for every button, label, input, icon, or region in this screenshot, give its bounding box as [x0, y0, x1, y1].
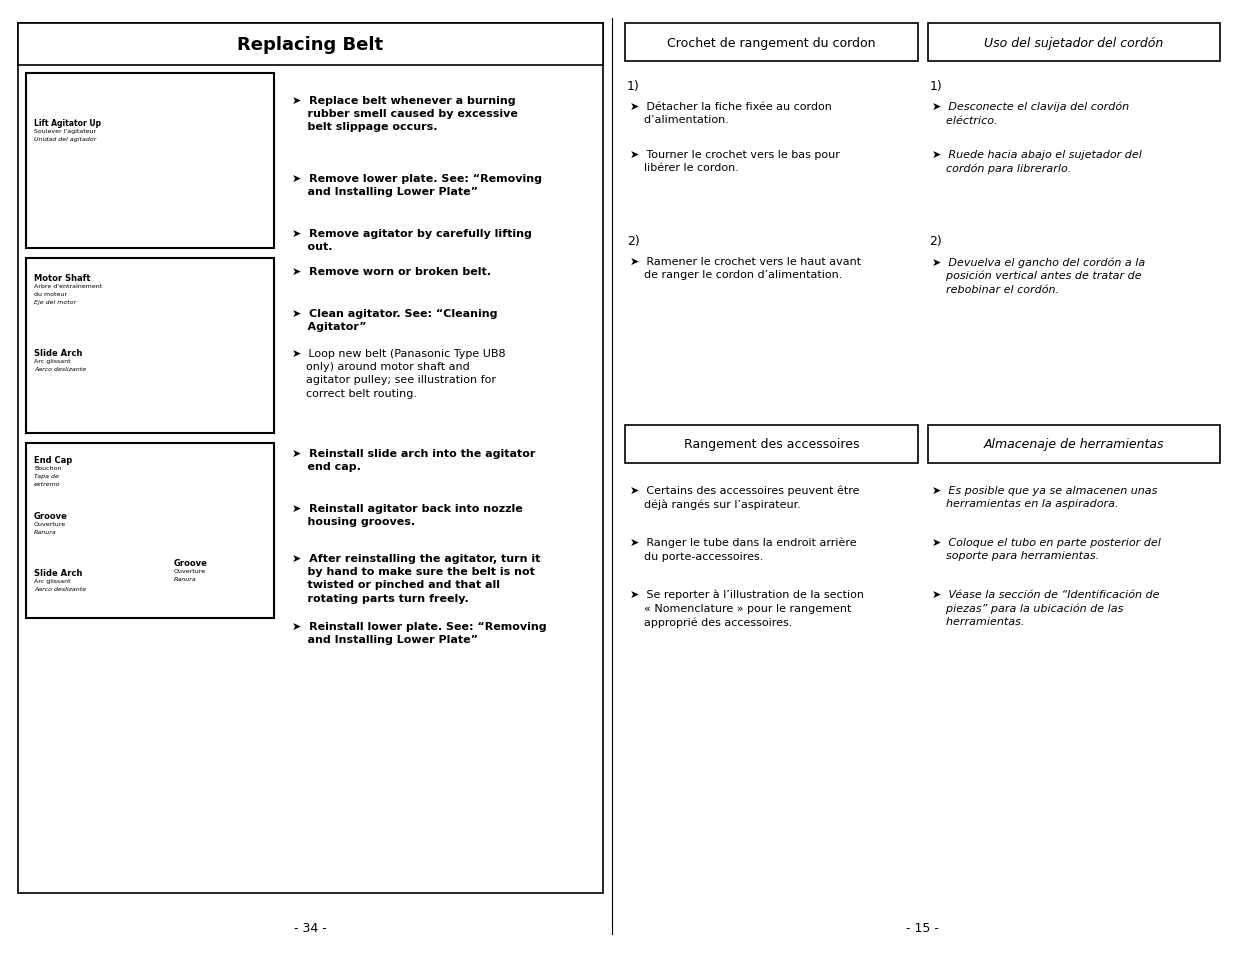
Text: du moteur: du moteur	[35, 292, 67, 296]
Text: Tapa de: Tapa de	[35, 474, 59, 478]
Text: ➤  Remove agitator by carefully lifting
    out.: ➤ Remove agitator by carefully lifting o…	[291, 229, 532, 252]
Text: - 15 -: - 15 -	[906, 922, 939, 935]
Text: ➤  Es posible que ya se almacenen unas
    herramientas en la aspiradora.: ➤ Es posible que ya se almacenen unas he…	[932, 485, 1158, 509]
Text: 1): 1)	[627, 80, 640, 92]
Text: Almacenaje de herramientas: Almacenaje de herramientas	[983, 438, 1165, 451]
Bar	[26, 74, 274, 249]
Text: ➤  Loop new belt (Panasonic Type UB8
    only) around motor shaft and
    agitat: ➤ Loop new belt (Panasonic Type UB8 only…	[291, 349, 505, 398]
Text: Unidad del agitador: Unidad del agitador	[35, 137, 96, 142]
Bar	[19, 24, 603, 66]
Text: ➤  Détacher la fiche fixée au cordon
    d’alimentation.: ➤ Détacher la fiche fixée au cordon d’al…	[630, 102, 832, 125]
Text: 2): 2)	[930, 234, 942, 248]
Text: Bouchon: Bouchon	[35, 465, 62, 471]
Text: End Cap: End Cap	[35, 456, 73, 464]
Bar	[625, 24, 918, 62]
Text: ➤  Coloque el tubo en parte posterior del
    soporte para herramientas.: ➤ Coloque el tubo en parte posterior del…	[932, 537, 1161, 560]
Text: Aarco deslizante: Aarco deslizante	[35, 586, 86, 592]
Bar	[625, 426, 918, 463]
Text: Slide Arch: Slide Arch	[35, 349, 83, 357]
Text: Motor Shaft: Motor Shaft	[35, 274, 90, 283]
Text: - 34 -: - 34 -	[294, 922, 327, 935]
Text: Ranura: Ranura	[35, 530, 57, 535]
Text: Uso del sujetador del cordón: Uso del sujetador del cordón	[984, 36, 1163, 50]
Text: Groove: Groove	[35, 512, 68, 520]
Text: ➤  Remove lower plate. See: “Removing
    and Installing Lower Plate”: ➤ Remove lower plate. See: “Removing and…	[291, 173, 542, 197]
Text: Replacing Belt: Replacing Belt	[237, 36, 384, 54]
Text: ➤  Ramener le crochet vers le haut avant
    de ranger le cordon d’alimentation.: ➤ Ramener le crochet vers le haut avant …	[630, 256, 861, 280]
Text: Eje del motor: Eje del motor	[35, 299, 77, 305]
Text: Groove: Groove	[174, 558, 207, 567]
Bar	[26, 443, 274, 618]
Text: ➤  Clean agitator. See: “Cleaning
    Agitator”: ➤ Clean agitator. See: “Cleaning Agitato…	[291, 309, 498, 332]
Text: extremo: extremo	[35, 481, 61, 486]
Text: ➤  Ranger le tube dans la endroit arrière
    du porte-accessoires.: ➤ Ranger le tube dans la endroit arrière…	[630, 537, 857, 561]
Text: ➤  Tourner le crochet vers le bas pour
    libérer le cordon.: ➤ Tourner le crochet vers le bas pour li…	[630, 150, 840, 173]
Text: ➤  Véase la sección de “Identificación de
    piezas” para la ubicación de las
 : ➤ Véase la sección de “Identificación de…	[932, 589, 1160, 626]
Text: 1): 1)	[930, 80, 942, 92]
Text: Aarco deslizante: Aarco deslizante	[35, 367, 86, 372]
Bar	[26, 258, 274, 434]
Text: ➤  Remove worn or broken belt.: ➤ Remove worn or broken belt.	[291, 267, 492, 276]
Text: Ouverture: Ouverture	[174, 568, 206, 574]
Text: Ouverture: Ouverture	[35, 521, 67, 526]
Text: Ranura: Ranura	[174, 577, 196, 581]
Text: ➤  Desconecte el clavija del cordón
    eléctrico.: ➤ Desconecte el clavija del cordón eléct…	[932, 102, 1130, 126]
Text: ➤  Se reporter à l’illustration de la section
    « Nomenclature » pour le range: ➤ Se reporter à l’illustration de la sec…	[630, 589, 864, 627]
Text: Arc glissant: Arc glissant	[35, 578, 70, 583]
Text: Rangement des accessoires: Rangement des accessoires	[683, 438, 860, 451]
Text: ➤  Devuelva el gancho del cordón a la
    posición vertical antes de tratar de
 : ➤ Devuelva el gancho del cordón a la pos…	[932, 256, 1146, 294]
Text: ➤  Reinstall lower plate. See: “Removing
    and Installing Lower Plate”: ➤ Reinstall lower plate. See: “Removing …	[291, 621, 547, 644]
Bar	[927, 426, 1220, 463]
Text: ➤  Ruede hacia abajo el sujetador del
    cordón para librerarlo.: ➤ Ruede hacia abajo el sujetador del cor…	[932, 150, 1142, 173]
Text: Arbre d'entraînement: Arbre d'entraînement	[35, 284, 103, 289]
Bar	[927, 24, 1220, 62]
Text: Crochet de rangement du cordon: Crochet de rangement du cordon	[667, 36, 876, 50]
Text: Soulever l'agitateur: Soulever l'agitateur	[35, 129, 96, 133]
Text: Slide Arch: Slide Arch	[35, 568, 83, 578]
Text: ➤  Reinstall slide arch into the agitator
    end cap.: ➤ Reinstall slide arch into the agitator…	[291, 449, 536, 472]
Text: ➤  Replace belt whenever a burning
    rubber smell caused by excessive
    belt: ➤ Replace belt whenever a burning rubber…	[291, 96, 517, 132]
Text: Arc glissant: Arc glissant	[35, 358, 70, 364]
Text: ➤  Reinstall agitator back into nozzle
    housing grooves.: ➤ Reinstall agitator back into nozzle ho…	[291, 503, 522, 527]
Text: ➤  Certains des accessoires peuvent être
    déjà rangés sur l’aspirateur.: ➤ Certains des accessoires peuvent être …	[630, 485, 860, 510]
Text: Lift Agitator Up: Lift Agitator Up	[35, 119, 101, 128]
Text: 2): 2)	[627, 234, 640, 248]
Text: ➤  After reinstalling the agitator, turn it
    by hand to make sure the belt is: ➤ After reinstalling the agitator, turn …	[291, 554, 541, 603]
Bar	[19, 24, 603, 893]
